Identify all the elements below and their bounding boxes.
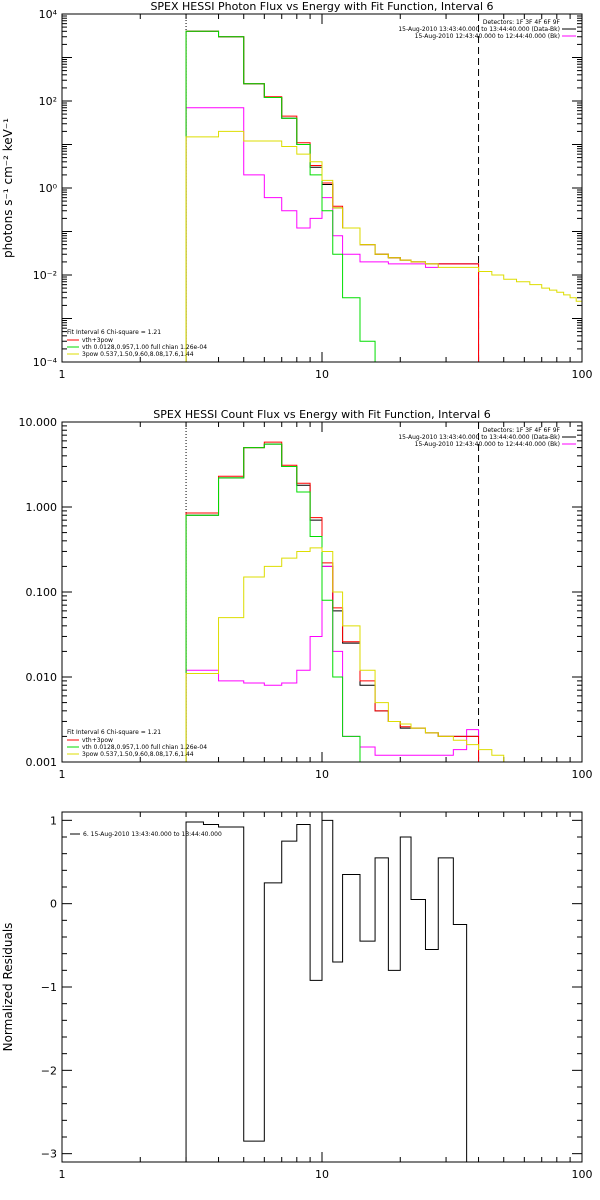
chart-panel-2: SPEX HESSI Count Flux vs Energy with Fit… — [19, 408, 593, 781]
y-tick-label: −2 — [41, 1064, 57, 1077]
chart-title: SPEX HESSI Count Flux vs Energy with Fit… — [153, 408, 490, 421]
plot-frame — [61, 811, 583, 1163]
x-tick-label: 100 — [572, 368, 593, 381]
legend-fit-title: Fit Interval 6 Chi-square = 1.21 — [67, 329, 161, 336]
legend-bottom: Fit Interval 6 Chi-square = 1.21vth+3pow… — [67, 729, 207, 758]
series-3pow — [185, 130, 582, 362]
y-tick-label: 10.000 — [19, 416, 58, 429]
y-tick-label: 10⁴ — [39, 8, 58, 21]
y-tick-label: 0.010 — [26, 671, 58, 684]
legend-entry: vth 0.0128,0.957,1.00 full chian 1.26e-0… — [82, 744, 207, 751]
y-axis-ticks — [62, 819, 582, 1155]
y-tick-label: 10⁰ — [39, 182, 58, 195]
y-tick-label: 0.001 — [26, 756, 58, 769]
x-tick-label: 100 — [572, 768, 593, 781]
legend-entry: vth+3pow — [82, 737, 113, 744]
x-tick-label: 100 — [572, 1168, 593, 1181]
chart-panel-1: SPEX HESSI Photon Flux vs Energy with Fi… — [1, 0, 593, 381]
y-tick-label: −3 — [41, 1148, 57, 1161]
series-group — [185, 441, 542, 762]
series-vth — [185, 30, 389, 362]
legend-entry: 6. 15-Aug-2010 13:43:40.000 to 13:44:40.… — [83, 831, 222, 838]
x-tick-label: 10 — [315, 1168, 329, 1181]
legend-entry: 15-Aug-2010 12:43:40.000 to 12:44:40.000… — [415, 441, 560, 448]
legend-entry: 3pow 0.537,1.50,9.60,8.08,17.6,1.44 — [82, 351, 194, 358]
x-tick-label: 10 — [315, 768, 329, 781]
series-3pow — [185, 547, 542, 762]
legend-entry: Detectors: 1F 3F 4F 6F 9F — [483, 427, 561, 434]
plot-frame — [61, 421, 583, 763]
legend-bottom: Fit Interval 6 Chi-square = 1.21vth+3pow… — [67, 329, 207, 358]
series-group — [185, 819, 468, 1162]
y-axis-label: Normalized Residuals — [1, 923, 15, 1052]
y-tick-label: 0.100 — [26, 586, 58, 599]
x-tick-label: 10 — [315, 368, 329, 381]
chart-title: SPEX HESSI Photon Flux vs Energy with Fi… — [150, 0, 493, 13]
y-axis-label: photons s⁻¹ cm⁻² keV⁻¹ — [1, 118, 15, 258]
x-tick-label: 1 — [59, 1168, 66, 1181]
y-tick-label: 0 — [50, 898, 57, 911]
y-tick-label: 10⁻² — [33, 269, 57, 282]
legend-entry: 15-Aug-2010 13:43:40.000 to 13:44:40.000… — [398, 434, 560, 441]
legend-entry: vth+3pow — [82, 337, 113, 344]
x-tick-label: 1 — [59, 368, 66, 381]
series-group — [185, 30, 582, 362]
series-bk — [185, 107, 480, 362]
x-tick-label: 1 — [59, 768, 66, 781]
legend-entry: 3pow 0.537,1.50,9.60,8.08,17.6,1.44 — [82, 751, 194, 758]
series-residuals — [185, 819, 468, 1162]
y-tick-label: −1 — [41, 981, 57, 994]
legend-entry: vth 0.0128,0.957,1.00 full chian 1.26e-0… — [82, 344, 207, 351]
y-axis-ticks — [62, 421, 582, 763]
series-vth — [185, 443, 376, 762]
legend-entry: 15-Aug-2010 13:43:40.000 to 13:44:40.000… — [398, 26, 560, 33]
y-tick-label: 10⁻⁴ — [33, 356, 58, 369]
y-tick-label: 1.000 — [26, 501, 58, 514]
y-tick-label: 10² — [39, 95, 57, 108]
chart-panel-3: Normalized Residuals 1 10 100 −3 −2 −1 0 1 6. 15-… — [1, 811, 593, 1181]
plot-frame — [61, 13, 583, 363]
legend: 6. 15-Aug-2010 13:43:40.000 to 13:44:40.… — [70, 831, 222, 838]
legend-entry: Detectors: 1F 3F 4F 6F 9F — [483, 19, 561, 26]
y-tick-label: 1 — [50, 814, 57, 827]
legend-entry: 15-Aug-2010 12:43:40.000 to 12:44:40.000… — [415, 33, 560, 40]
legend-fit-title: Fit Interval 6 Chi-square = 1.21 — [67, 729, 161, 736]
